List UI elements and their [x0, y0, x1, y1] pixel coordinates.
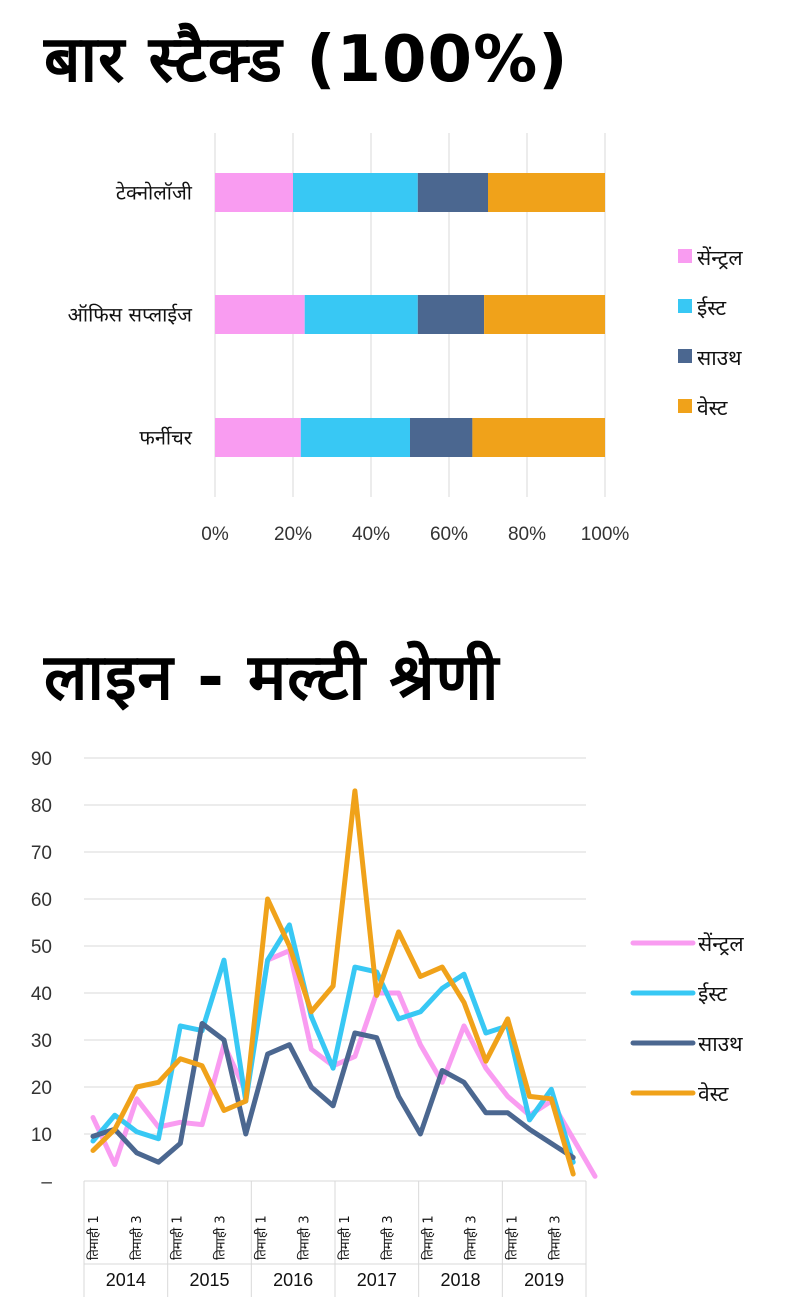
x-tick-label: तिमाही 1	[253, 1215, 269, 1260]
x-tick-label: 80%	[508, 524, 546, 545]
y-tick-label: 30	[31, 1031, 52, 1052]
bar-segment	[484, 295, 605, 334]
category-label: टेक्नोलॉजी	[116, 181, 193, 205]
legend-label: वेस्ट	[698, 1082, 729, 1106]
x-tick-label: तिमाही 3	[464, 1215, 480, 1260]
stacked-bar-chart: 0% 20% 40% 60% 80% 100% टेक्नोलॉजी ऑफिस सप्लाईज…	[68, 133, 743, 545]
legend-label: ईस्ट	[697, 296, 726, 320]
x-tick-label: तिमाही 1	[170, 1215, 186, 1260]
x-tick-label: तिमाही 3	[213, 1215, 229, 1260]
legend-swatch	[678, 349, 692, 363]
bar-segment	[472, 418, 605, 457]
series-line	[90, 788, 576, 1177]
bar-segment	[417, 173, 488, 212]
bar-segment	[417, 295, 485, 334]
x-tick-label: तिमाही 1	[86, 1215, 102, 1260]
x-tick-label: तिमाही 3	[129, 1215, 145, 1260]
year-label: 2014	[106, 1270, 146, 1290]
bar-segment	[293, 173, 418, 212]
legend-label: साउथ	[697, 346, 742, 370]
year-label: 2019	[524, 1270, 564, 1290]
y-tick-label: 10	[31, 1125, 52, 1146]
chart-title-line: लाइन - मल्टी श्रेणी	[44, 641, 500, 715]
legend-label: वेस्ट	[697, 396, 728, 420]
y-tick-label: 40	[31, 984, 52, 1005]
x-tick-label: तिमाही 3	[547, 1215, 563, 1260]
y-tick-label: –	[41, 1172, 52, 1193]
bar-segment	[300, 418, 410, 457]
x-tick-label: 0%	[201, 524, 229, 545]
bar-segment	[215, 173, 293, 212]
y-tick-label: 20	[31, 1078, 52, 1099]
year-label: 2016	[273, 1270, 313, 1290]
x-tick-label: 40%	[352, 524, 390, 545]
bar-segment	[488, 173, 605, 212]
x-tick-label: 100%	[581, 524, 630, 545]
legend-swatch	[678, 399, 692, 413]
y-tick-label: 60	[31, 890, 52, 911]
category-label: फर्नीचर	[139, 426, 192, 450]
year-label: 2017	[357, 1270, 397, 1290]
x-tick-label: 60%	[430, 524, 468, 545]
y-tick-label: 50	[31, 937, 52, 958]
chart-title-bar: बार स्टैक्ड (100%)	[44, 23, 569, 97]
year-label: 2015	[189, 1270, 229, 1290]
y-tick-label: 70	[31, 843, 52, 864]
legend-label: साउथ	[698, 1032, 743, 1056]
x-tick-label: तिमाही 3	[296, 1215, 312, 1260]
bar-segment	[215, 418, 301, 457]
x-tick-label: 20%	[274, 524, 312, 545]
legend-label: सेंन्ट्रल	[697, 246, 743, 270]
y-tick-label: 80	[31, 796, 52, 817]
legend-swatch	[678, 299, 692, 313]
bar-segment	[304, 295, 418, 334]
x-tick-label: तिमाही 1	[337, 1215, 353, 1260]
x-tick-label: तिमाही 1	[421, 1215, 437, 1260]
series-line	[90, 1021, 576, 1165]
x-tick-label: तिमाही 3	[380, 1215, 396, 1260]
year-label: 2018	[440, 1270, 480, 1290]
category-label: ऑफिस सप्लाईज	[68, 303, 194, 327]
x-tick-label: तिमाही 1	[504, 1215, 520, 1260]
y-tick-label: 90	[31, 749, 52, 770]
bar-segment	[215, 295, 305, 334]
legend-swatch	[678, 249, 692, 263]
bar-segment	[410, 418, 473, 457]
legend-label: सेंन्ट्रल	[698, 932, 744, 956]
legend-label: ईस्ट	[698, 982, 727, 1006]
